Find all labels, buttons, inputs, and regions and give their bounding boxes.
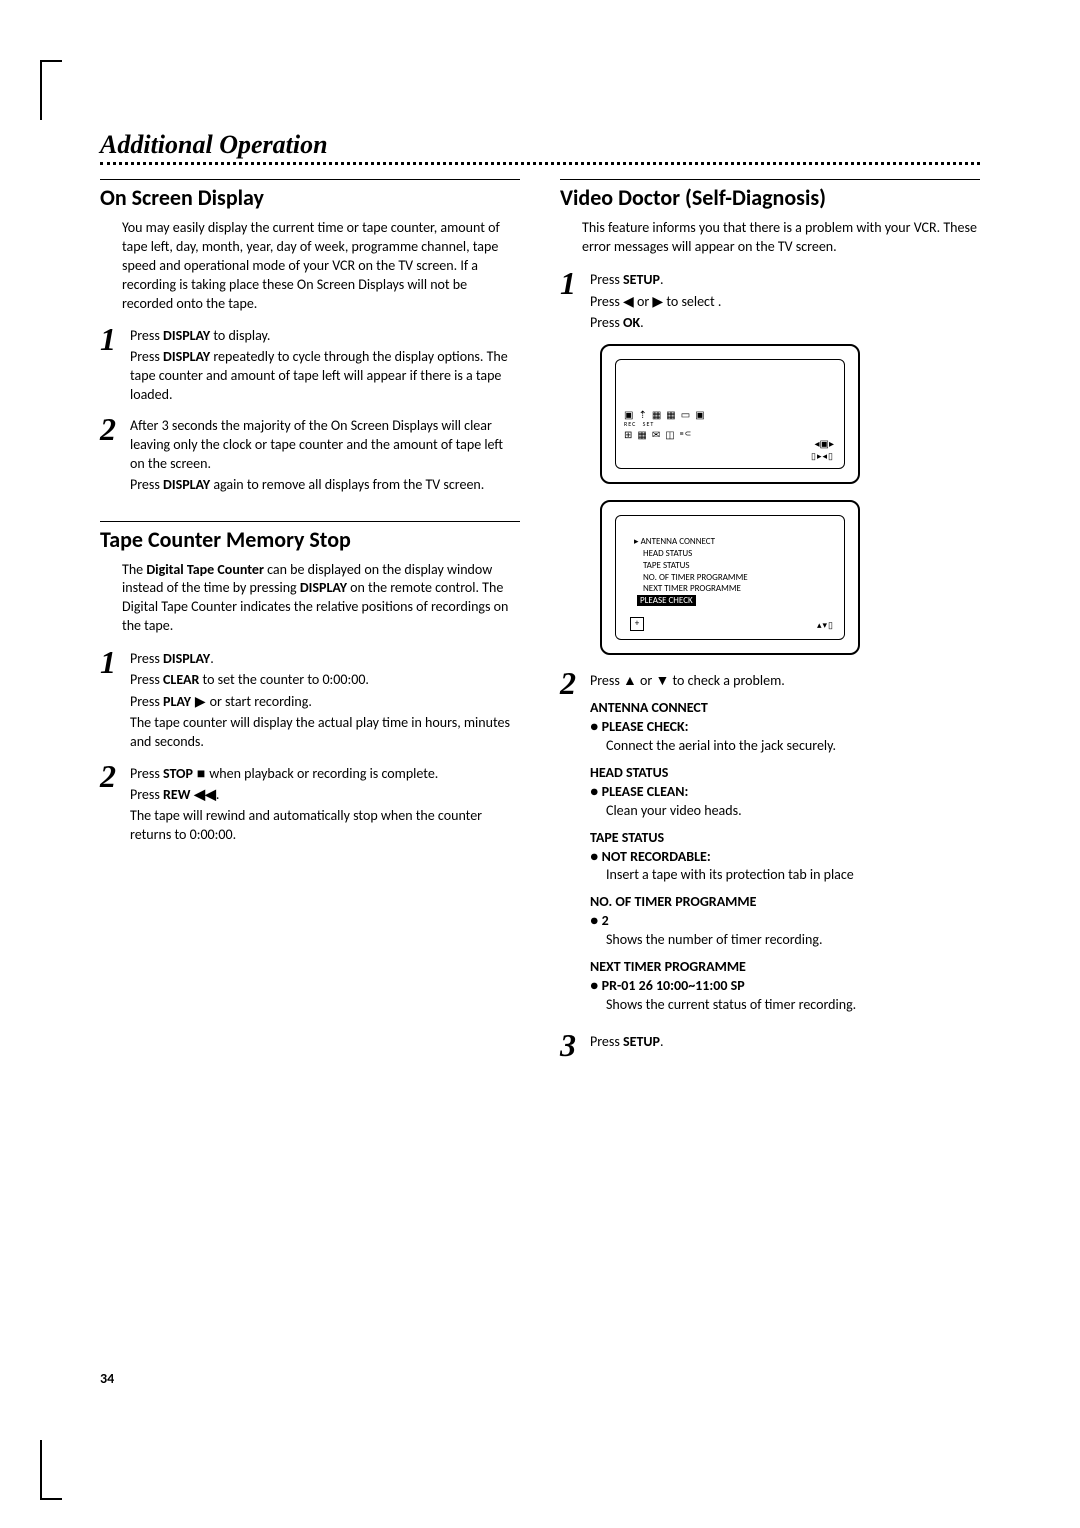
osd-icon-row-2: ⊞▦✉◫≡⊂ — [624, 430, 836, 440]
diag-next-timer: NEXT TIMER PROGRAMME PR-01 26 10:00~11:0… — [590, 958, 980, 1015]
section-video-doctor: Video Doctor (Self-Diagnosis) This featu… — [560, 179, 980, 1060]
section-rule — [100, 179, 520, 180]
vd-step-1: 1 Press SETUP. Press ◀ or ▶ to select . … — [560, 271, 980, 335]
step-number: 2 — [560, 669, 590, 698]
columns: On Screen Display You may easily display… — [100, 179, 980, 1084]
step-number: 1 — [100, 325, 130, 354]
diag-head: HEAD STATUS PLEASE CLEAN: Clean your vid… — [590, 764, 980, 821]
tv-screen-1: ▣⇡▦▦▭▣ REC SET ⊞▦✉◫≡⊂ ◂▣▸ ▯▸◂▯ — [600, 344, 860, 484]
step-number: 2 — [100, 762, 130, 791]
vd-step-3: 3 Press SETUP. — [560, 1033, 980, 1060]
tv-screen-2: ▸ ANTENNA CONNECT HEAD STATUS TAPE STATU… — [600, 500, 860, 655]
osd-step-1: 1 Press DISPLAY to display. Press DISPLA… — [100, 327, 520, 407]
section-title-osd: On Screen Display — [100, 184, 520, 211]
diag-antenna: ANTENNA CONNECT PLEASE CHECK: Connect th… — [590, 699, 980, 756]
plus-icon: + — [630, 617, 644, 631]
crop-mark-top-left — [40, 60, 62, 120]
section-title-tape: Tape Counter Memory Stop — [100, 526, 520, 553]
left-column: On Screen Display You may easily display… — [100, 179, 520, 1084]
tv-screen-2-inner: ▸ ANTENNA CONNECT HEAD STATUS TAPE STATU… — [615, 515, 845, 640]
menu-line: NEXT TIMER PROGRAMME — [634, 583, 834, 595]
osd-step-2: 2 After 3 seconds the majority of the On… — [100, 417, 520, 497]
dotted-rule — [100, 162, 980, 165]
section-tape: Tape Counter Memory Stop The Digital Tap… — [100, 521, 520, 848]
selection-indicator-icon: ◂▣▸ — [815, 437, 835, 450]
menu-line-highlighted: PLEASE CHECK — [634, 595, 834, 607]
step-body: Press SETUP. Press ◀ or ▶ to select . Pr… — [590, 271, 980, 335]
step-body: After 3 seconds the majority of the On S… — [130, 417, 520, 497]
tv-screen-1-inner: ▣⇡▦▦▭▣ REC SET ⊞▦✉◫≡⊂ ◂▣▸ ▯▸◂▯ — [615, 359, 845, 469]
diag-tape: TAPE STATUS NOT RECORDABLE: Insert a tap… — [590, 829, 980, 886]
step-body: Press STOP ■ when playback or recording … — [130, 764, 520, 848]
osd-icon-row: ▣⇡▦▦▭▣ — [624, 410, 836, 420]
right-column: Video Doctor (Self-Diagnosis) This featu… — [560, 179, 980, 1084]
step-body: Press DISPLAY. Press CLEAR to set the co… — [130, 650, 520, 753]
diag-num-timer: NO. OF TIMER PROGRAMME 2 Shows the numbe… — [590, 893, 980, 950]
step-body: Press DISPLAY to display. Press DISPLAY … — [130, 327, 520, 407]
step-body: Press SETUP. — [590, 1033, 980, 1054]
osd-intro: You may easily display the current time … — [122, 219, 520, 313]
vd-intro: This feature informs you that there is a… — [582, 219, 980, 257]
menu-line: NO. OF TIMER PROGRAMME — [634, 572, 834, 584]
menu-line: TAPE STATUS — [634, 560, 834, 572]
vd-step-2: 2 Press ▲ or ▼ to check a problem. ANTEN… — [560, 671, 980, 1022]
step-number: 3 — [560, 1031, 590, 1060]
step-number: 1 — [100, 648, 130, 677]
step-number: 2 — [100, 415, 130, 444]
nav-icons: ▴▾▯ — [817, 620, 834, 632]
crop-mark-bottom-left — [40, 1440, 62, 1500]
section-title-vd: Video Doctor (Self-Diagnosis) — [560, 184, 980, 211]
main-title: Additional Operation — [100, 130, 980, 160]
menu-line: ▸ ANTENNA CONNECT — [634, 536, 834, 548]
page-number: 34 — [100, 1370, 114, 1387]
tape-step-1: 1 Press DISPLAY. Press CLEAR to set the … — [100, 650, 520, 753]
tv-illustrations: ▣⇡▦▦▭▣ REC SET ⊞▦✉◫≡⊂ ◂▣▸ ▯▸◂▯ — [600, 344, 980, 655]
menu-line: HEAD STATUS — [634, 548, 834, 560]
section-osd: On Screen Display You may easily display… — [100, 179, 520, 497]
nav-icons: ▯▸◂▯ — [811, 451, 834, 462]
step-number: 1 — [560, 269, 590, 298]
page-content: Additional Operation On Screen Display Y… — [100, 130, 980, 1084]
step-body: Press ▲ or ▼ to check a problem. ANTENNA… — [590, 671, 980, 1022]
section-rule — [100, 521, 520, 522]
tape-step-2: 2 Press STOP ■ when playback or recordin… — [100, 764, 520, 848]
tape-intro: The Digital Tape Counter can be displaye… — [122, 561, 520, 637]
section-rule — [560, 179, 980, 180]
